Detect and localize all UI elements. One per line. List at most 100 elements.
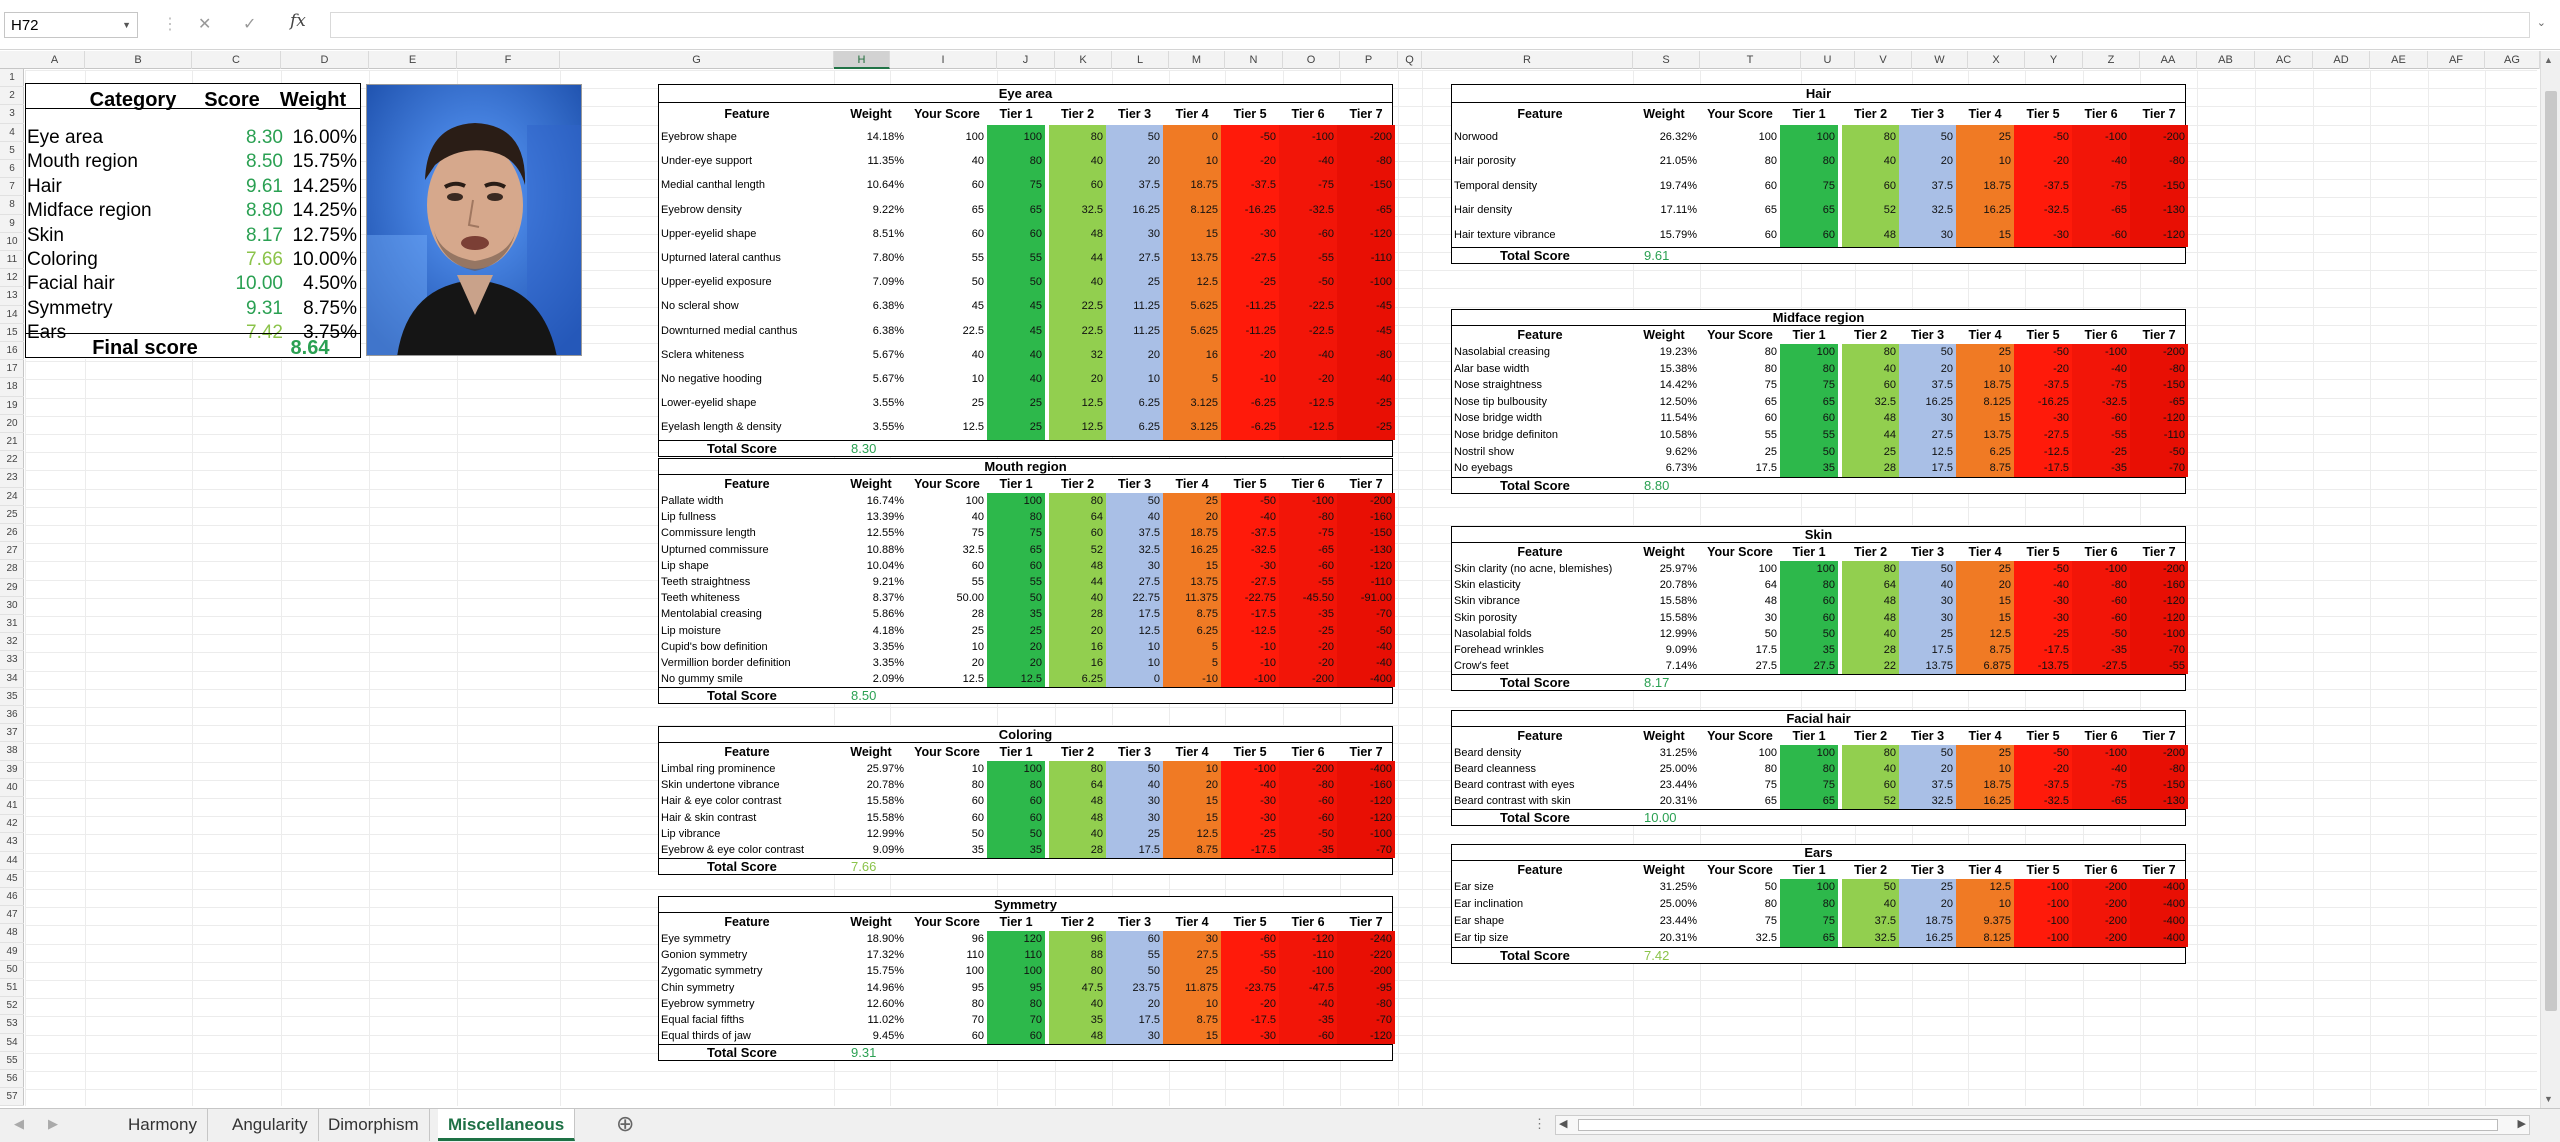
column-header-P[interactable]: P	[1340, 51, 1398, 69]
insert-function-icon[interactable]: fx	[290, 11, 306, 31]
column-header-AD[interactable]: AD	[2313, 51, 2370, 69]
row-header[interactable]: 35	[0, 688, 24, 706]
column-header-S[interactable]: S	[1633, 51, 1700, 69]
column-header-L[interactable]: L	[1112, 51, 1169, 69]
row-header[interactable]: 45	[0, 870, 24, 888]
row-header[interactable]: 9	[0, 215, 24, 233]
row-header[interactable]: 50	[0, 961, 24, 979]
row-header[interactable]: 43	[0, 833, 24, 852]
column-header-H[interactable]: H	[834, 51, 890, 69]
enter-icon[interactable]: ✓	[243, 16, 257, 33]
row-header[interactable]: 16	[0, 342, 24, 361]
column-header-V[interactable]: V	[1855, 51, 1912, 69]
scroll-up-icon[interactable]: ▲	[2544, 55, 2553, 65]
add-sheet-icon[interactable]: ⊕	[616, 1111, 635, 1136]
column-header-E[interactable]: E	[369, 51, 457, 69]
more-tabs-icon[interactable]: ⋮	[1533, 1116, 1546, 1131]
row-header[interactable]: 11	[0, 251, 24, 270]
scroll-down-icon[interactable]: ▼	[2544, 1094, 2553, 1104]
row-header[interactable]: 26	[0, 524, 24, 543]
row-header[interactable]: 44	[0, 852, 24, 870]
row-header[interactable]: 53	[0, 1015, 24, 1034]
row-header[interactable]: 14	[0, 306, 24, 324]
row-header[interactable]: 41	[0, 797, 24, 816]
sheet-tab-dimorphism[interactable]: Dimorphism	[318, 1109, 430, 1141]
row-header[interactable]: 19	[0, 397, 24, 415]
row-header[interactable]: 10	[0, 233, 24, 251]
column-header-K[interactable]: K	[1055, 51, 1112, 69]
row-header[interactable]: 39	[0, 761, 24, 779]
column-header-G[interactable]: G	[560, 51, 834, 69]
row-header[interactable]: 49	[0, 943, 24, 961]
row-header[interactable]: 31	[0, 615, 24, 634]
row-header[interactable]: 32	[0, 633, 24, 652]
row-header[interactable]: 57	[0, 1088, 24, 1107]
column-header-AE[interactable]: AE	[2370, 51, 2428, 69]
row-header[interactable]: 8	[0, 196, 24, 215]
column-header-AF[interactable]: AF	[2428, 51, 2485, 69]
name-box[interactable]: H72 ▼	[4, 12, 138, 38]
column-header-U[interactable]: U	[1801, 51, 1855, 69]
column-header-AA[interactable]: AA	[2140, 51, 2197, 69]
row-header[interactable]: 23	[0, 469, 24, 488]
row-header[interactable]: 15	[0, 324, 24, 342]
row-header[interactable]: 54	[0, 1034, 24, 1052]
tab-scroll-right-icon[interactable]: ▶	[48, 1116, 58, 1131]
column-header-T[interactable]: T	[1700, 51, 1801, 69]
column-header-C[interactable]: C	[192, 51, 281, 69]
row-header[interactable]: 36	[0, 706, 24, 725]
column-header-F[interactable]: F	[457, 51, 560, 69]
column-header-J[interactable]: J	[997, 51, 1055, 69]
row-header[interactable]: 27	[0, 542, 24, 561]
row-header[interactable]: 38	[0, 742, 24, 761]
sheet-tab-harmony[interactable]: Harmony	[118, 1109, 208, 1141]
row-header[interactable]: 55	[0, 1052, 24, 1070]
row-header[interactable]: 17	[0, 360, 24, 379]
row-header[interactable]: 2	[0, 87, 24, 106]
expand-formula-icon[interactable]: ⌄	[2536, 17, 2546, 29]
row-header[interactable]: 40	[0, 779, 24, 797]
hscroll-left-icon[interactable]: ◀	[1559, 1118, 1568, 1130]
column-header-I[interactable]: I	[890, 51, 997, 69]
column-header-AG[interactable]: AG	[2485, 51, 2540, 69]
column-header-Q[interactable]: Q	[1398, 51, 1422, 69]
column-header-Y[interactable]: Y	[2025, 51, 2083, 69]
horizontal-scroll-thumb[interactable]	[1578, 1119, 2498, 1131]
column-header-A[interactable]: A	[25, 51, 85, 69]
row-header[interactable]: 18	[0, 378, 24, 397]
row-header[interactable]: 29	[0, 579, 24, 597]
row-header[interactable]: 56	[0, 1070, 24, 1089]
column-header-N[interactable]: N	[1225, 51, 1283, 69]
row-header[interactable]: 7	[0, 178, 24, 197]
row-header[interactable]: 6	[0, 160, 24, 179]
row-header[interactable]: 28	[0, 560, 24, 579]
worksheet-grid[interactable]: Category Score Weight Eye area 8.30 16.00%…	[25, 70, 2537, 1106]
row-header[interactable]: 46	[0, 888, 24, 907]
column-header-AB[interactable]: AB	[2197, 51, 2255, 69]
row-header[interactable]: 1	[0, 69, 24, 88]
row-header[interactable]: 42	[0, 815, 24, 834]
tab-scroll-left-icon[interactable]: ◀	[14, 1116, 24, 1131]
row-header[interactable]: 25	[0, 506, 24, 524]
row-header[interactable]: 52	[0, 997, 24, 1016]
row-header[interactable]: 21	[0, 433, 24, 452]
column-header-D[interactable]: D	[281, 51, 369, 69]
formula-input[interactable]	[330, 12, 2530, 38]
column-header-M[interactable]: M	[1169, 51, 1225, 69]
sheet-tab-angularity[interactable]: Angularity	[222, 1109, 319, 1141]
column-header-W[interactable]: W	[1912, 51, 1968, 69]
row-header[interactable]: 47	[0, 906, 24, 925]
row-header[interactable]: 5	[0, 142, 24, 160]
row-header[interactable]: 3	[0, 105, 24, 124]
vertical-scroll-thumb[interactable]	[2545, 91, 2557, 1011]
row-header[interactable]: 22	[0, 451, 24, 470]
row-header[interactable]: 51	[0, 979, 24, 998]
row-header[interactable]: 48	[0, 924, 24, 943]
column-header-Z[interactable]: Z	[2083, 51, 2140, 69]
row-header[interactable]: 20	[0, 415, 24, 433]
vertical-scrollbar[interactable]: ▲ ▼	[2540, 51, 2560, 1108]
column-header-B[interactable]: B	[85, 51, 192, 69]
chevron-down-icon[interactable]: ▼	[122, 20, 131, 30]
row-header[interactable]: 12	[0, 269, 24, 288]
horizontal-scrollbar[interactable]: ◀ ▶	[1555, 1115, 2530, 1135]
